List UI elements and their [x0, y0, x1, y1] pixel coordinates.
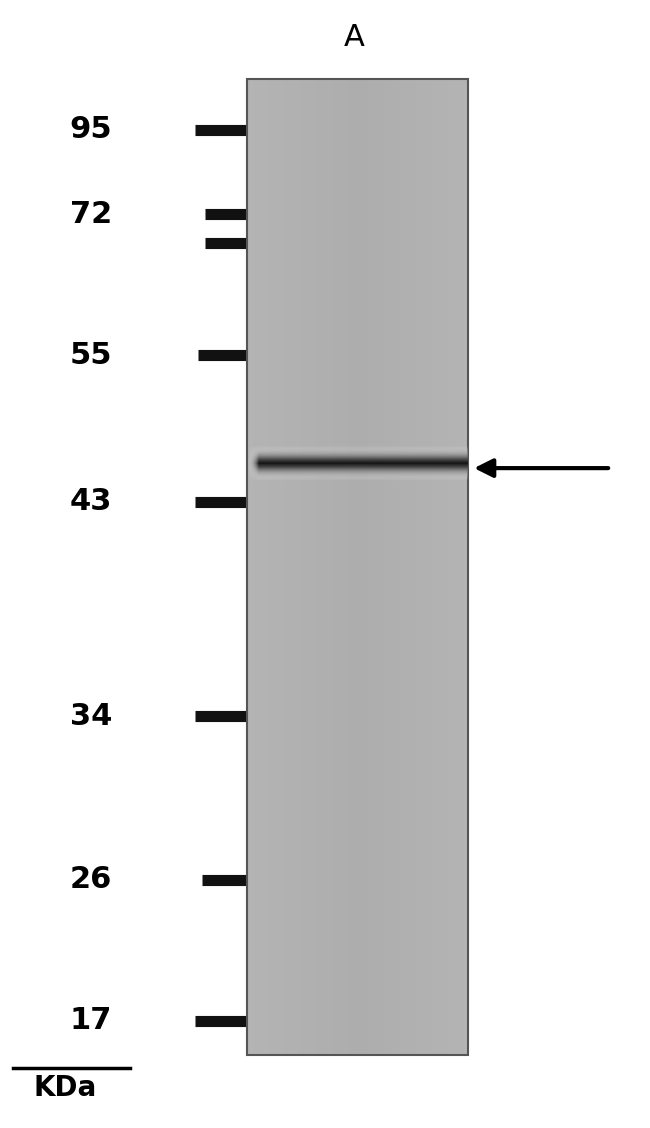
- Text: 26: 26: [70, 865, 112, 895]
- Text: 72: 72: [70, 200, 112, 229]
- Text: 43: 43: [70, 487, 112, 517]
- Text: 34: 34: [70, 702, 112, 731]
- Text: 95: 95: [70, 115, 112, 144]
- Text: KDa: KDa: [33, 1074, 97, 1102]
- Text: 17: 17: [70, 1006, 112, 1036]
- Bar: [247, 79, 468, 1055]
- Text: A: A: [344, 23, 365, 52]
- Text: 55: 55: [70, 341, 112, 370]
